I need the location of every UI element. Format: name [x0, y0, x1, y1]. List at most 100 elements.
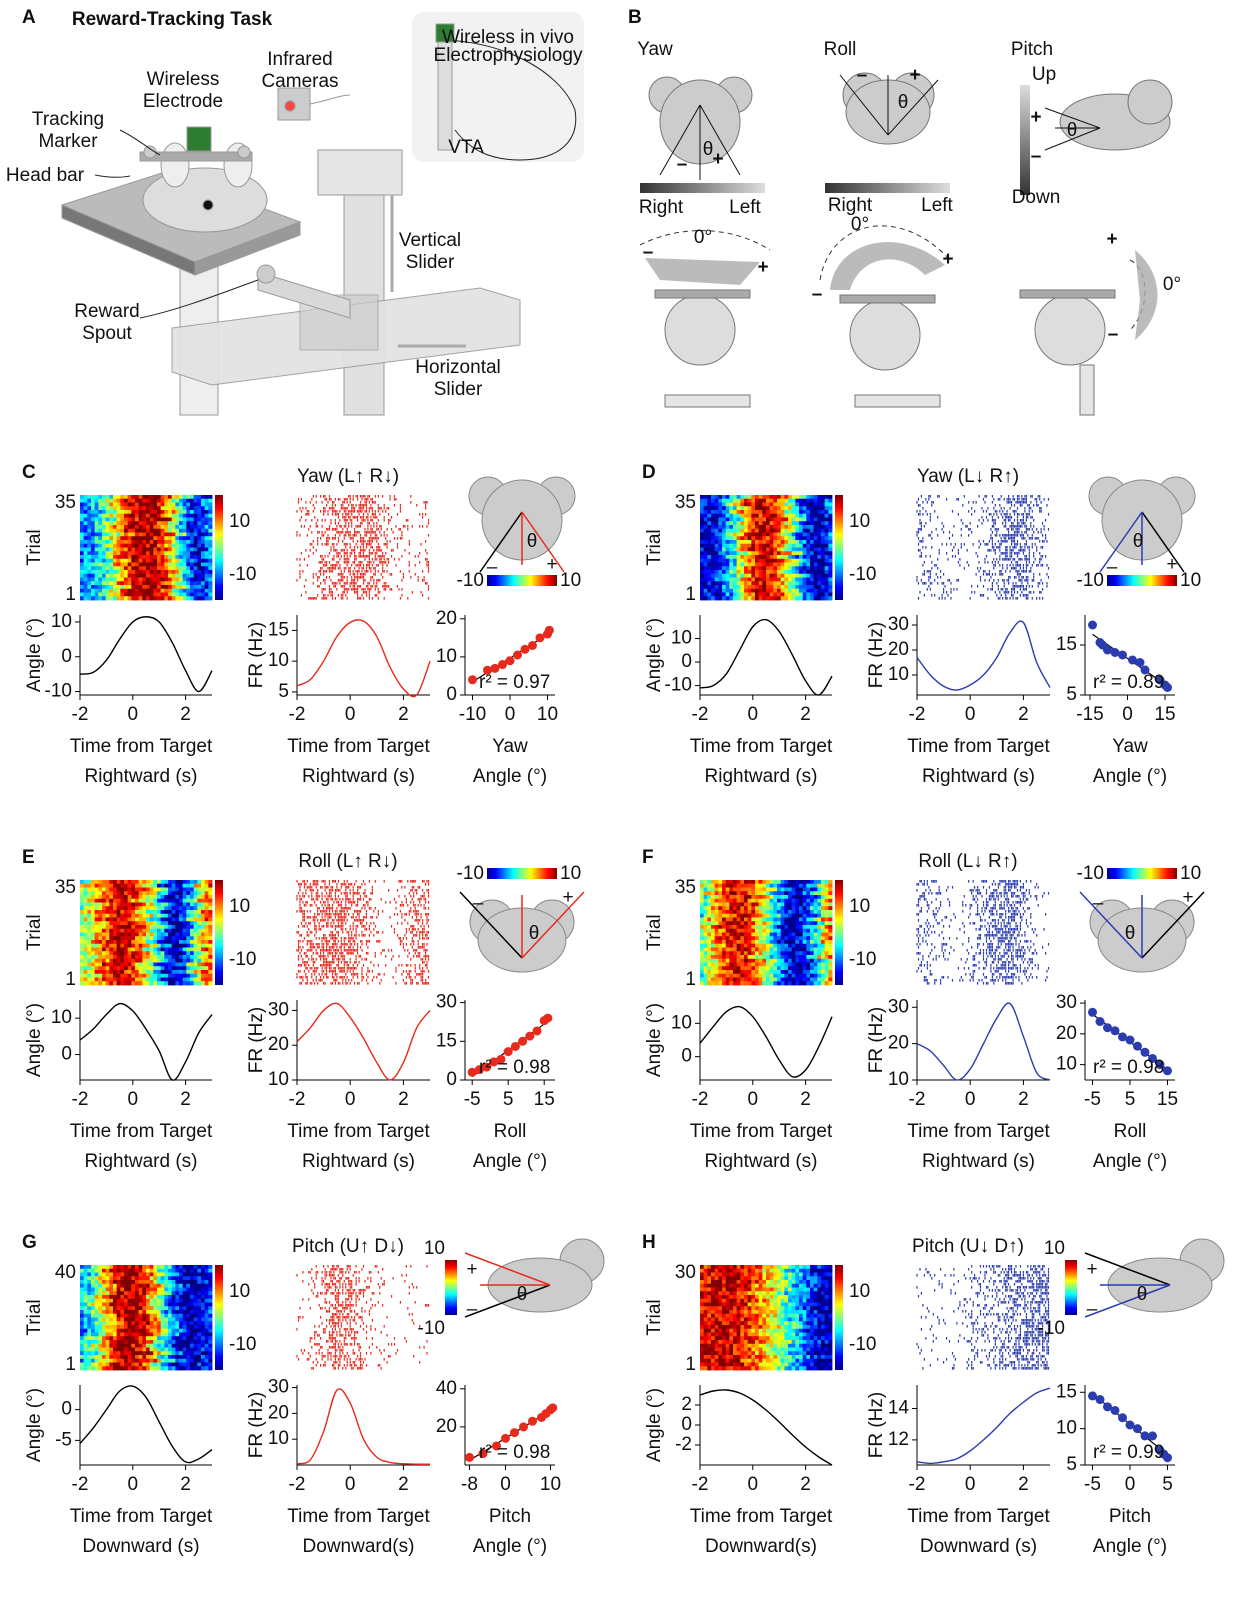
- heatmap-cell: [153, 978, 157, 982]
- heatmap-cell: [715, 899, 719, 903]
- heatmap-cell: [201, 1299, 205, 1303]
- heatmap-cell: [146, 555, 150, 559]
- heatmap-cell: [142, 536, 146, 540]
- heatmap-cell: [98, 1321, 102, 1325]
- heatmap-cell: [80, 1299, 84, 1303]
- heatmap-cell: [715, 503, 719, 507]
- heatmap-cell: [157, 544, 161, 548]
- heatmap-cell: [175, 563, 179, 567]
- heatmap-cell: [788, 525, 792, 529]
- heatmap-cell: [766, 888, 770, 892]
- spike-raster: [917, 495, 1049, 600]
- heatmap-cell: [102, 563, 106, 567]
- heatmap-cell: [759, 910, 763, 914]
- heatmap-cell: [80, 981, 84, 985]
- scatter-point: [511, 1042, 520, 1051]
- heatmap-cell: [109, 570, 113, 574]
- heatmap-cell: [208, 559, 212, 563]
- heatmap-cell: [139, 551, 143, 555]
- heatmap-cell: [194, 970, 198, 974]
- heatmap-cell: [208, 510, 212, 514]
- heatmap-cell: [98, 899, 102, 903]
- heatmap-cell: [135, 566, 139, 570]
- heatmap-cell: [700, 884, 704, 888]
- heatmap-cell: [733, 880, 737, 884]
- x-tick-label: -10: [459, 704, 486, 725]
- heatmap-cell: [718, 533, 722, 537]
- heatmap-cell: [806, 895, 810, 899]
- heatmap-cell: [773, 970, 777, 974]
- heatmap-cell: [186, 1280, 190, 1284]
- heatmap-cell: [153, 1280, 157, 1284]
- heatmap-cell: [161, 529, 165, 533]
- heatmap-cell: [205, 578, 209, 582]
- heatmap-cell: [795, 563, 799, 567]
- heatmap-cell: [740, 544, 744, 548]
- heatmap-cell: [139, 570, 143, 574]
- heatmap-cell: [700, 981, 704, 985]
- heatmap-cell: [821, 899, 825, 903]
- heatmap-cell: [205, 514, 209, 518]
- heatmap-cell: [131, 895, 135, 899]
- heatmap-cell: [729, 566, 733, 570]
- heatmap-cell: [792, 914, 796, 918]
- heatmap-cell: [102, 891, 106, 895]
- heatmap-cell: [109, 514, 113, 518]
- heatmap-cell: [172, 895, 176, 899]
- heatmap-cell: [748, 529, 752, 533]
- heatmap-cell: [186, 1288, 190, 1292]
- heatmap-cell: [773, 955, 777, 959]
- heatmap-cell: [135, 903, 139, 907]
- heatmap-cell: [87, 1310, 91, 1314]
- heatmap-cell: [135, 1318, 139, 1322]
- heatmap-cell: [131, 495, 135, 499]
- heatmap-cell: [139, 540, 143, 544]
- heatmap-cell: [150, 536, 154, 540]
- heatmap-cell: [814, 503, 818, 507]
- heatmap-cell: [700, 899, 704, 903]
- heatmap-cell: [168, 1288, 172, 1292]
- heatmap-cell: [748, 891, 752, 895]
- heatmap-cell: [806, 525, 810, 529]
- heatmap-cell: [803, 574, 807, 578]
- heatmap-cell: [120, 891, 124, 895]
- heatmap-cell: [95, 1314, 99, 1318]
- heatmap-cell: [817, 940, 821, 944]
- heatmap-cell: [729, 503, 733, 507]
- heatmap-cell: [186, 929, 190, 933]
- heatmap-cell: [183, 933, 187, 937]
- heatmap-cell: [715, 544, 719, 548]
- heatmap-cell: [707, 548, 711, 552]
- heatmap-cell: [91, 888, 95, 892]
- heatmap-cell: [109, 955, 113, 959]
- heatmap-cell: [161, 944, 165, 948]
- heatmap-cell: [201, 978, 205, 982]
- heatmap-cell: [707, 529, 711, 533]
- heatmap-cell: [722, 910, 726, 914]
- heatmap-cell: [80, 540, 84, 544]
- heatmap-cell: [164, 899, 168, 903]
- heatmap-cell: [208, 518, 212, 522]
- heatmap-cell: [208, 910, 212, 914]
- y-tick-label: 1: [685, 584, 696, 605]
- heatmap-cell: [715, 510, 719, 514]
- heatmap-cell: [759, 510, 763, 514]
- heatmap-cell: [821, 981, 825, 985]
- heatmap-cell: [777, 918, 781, 922]
- heatmap-cell: [828, 499, 832, 503]
- heatmap-cell: [777, 581, 781, 585]
- heatmap-cell: [194, 566, 198, 570]
- heatmap-cell: [704, 559, 708, 563]
- heatmap-cell: [759, 966, 763, 970]
- heatmap-cell: [755, 525, 759, 529]
- heatmap-cell: [95, 540, 99, 544]
- heatmap-cell: [766, 978, 770, 982]
- heatmap-cell: [128, 1314, 132, 1318]
- heatmap-cell: [124, 521, 128, 525]
- heatmap-cell: [106, 978, 110, 982]
- heatmap-cell: [208, 944, 212, 948]
- heatmap-cell: [102, 574, 106, 578]
- heatmap-cell: [186, 936, 190, 940]
- heatmap-cell: [755, 899, 759, 903]
- heatmap-cell: [707, 891, 711, 895]
